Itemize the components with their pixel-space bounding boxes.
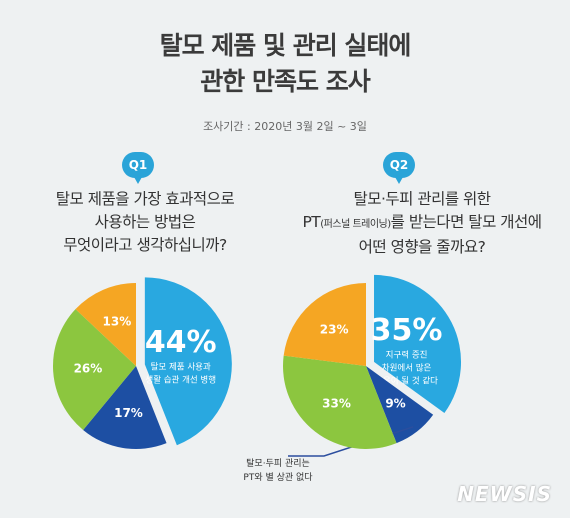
q2-line-2-small: (퍼스널 트레이닝)	[320, 219, 391, 230]
title-line-2: 관한 만족도 조사	[200, 67, 370, 96]
q2-line-1: 탈모·두피 관리를 위한	[353, 190, 491, 208]
pie2-desc-1-3: 도움이 될 것 같다	[375, 375, 438, 386]
q2-line-2-pre: PT	[302, 213, 321, 231]
title-line-1: 탈모 제품 및 관리 실태에	[159, 31, 412, 60]
pie1-slice-3	[52, 309, 136, 430]
pie1-desc-1-1: 탈모 제품 사용과	[151, 362, 211, 372]
q2-line-3: 어떤 영향을 줄까요?	[358, 238, 486, 256]
q2-question: 탈모·두피 관리를 위한 PT(퍼스널 트레이닝)를 받는다면 탈모 개선에 어…	[282, 188, 562, 259]
pie1-label-4: 13%	[103, 314, 132, 328]
pie1-label-2: 17%	[114, 406, 143, 420]
pie2-desc-1-2: 차원에서 많은	[382, 363, 432, 373]
pie2-label-2: 9%	[385, 397, 405, 411]
pie2-desc-1-1: 지구력 증진	[386, 349, 428, 360]
pie1-slice-2	[83, 366, 167, 449]
pie2-label-4: 23%	[320, 322, 349, 336]
pie2-callout-2: PT와 별 상관 없다	[243, 471, 313, 483]
pie2-label-3: 33%	[322, 397, 351, 411]
survey-period: 조사기간 : 2020년 3월 2일 ~ 3일	[203, 120, 367, 133]
q2-line-2: PT(퍼스널 트레이닝)를 받는다면 탈모 개선에	[282, 211, 562, 236]
q1-line-2: 사용하는 방법은	[94, 213, 196, 231]
pie1-label-1: 44%	[145, 325, 217, 360]
q2-badge: Q2	[383, 152, 415, 184]
pie1-slice-4	[75, 283, 136, 366]
q1-line-3: 무엇이라고 생각하십니까?	[63, 236, 227, 254]
pie1-slice-1	[144, 277, 232, 446]
pie2-slice-4	[283, 283, 366, 366]
pie2-slice-2	[366, 366, 434, 444]
q1-question: 탈모 제품을 가장 효과적으로 사용하는 방법은 무엇이라고 생각하십니까?	[20, 188, 270, 257]
pie2-callout-1: 탈모·두피 관리는	[246, 458, 310, 469]
q1-line-1: 탈모 제품을 가장 효과적으로	[55, 190, 235, 208]
pie2-slice-3	[282, 355, 397, 449]
pie2-slice-1	[374, 274, 462, 414]
pie1-label-3: 26%	[74, 362, 103, 376]
q2-line-2-post: 를 받는다면 탈모 개선에	[390, 213, 542, 231]
pie1-desc-1-2: 생활 습관 개선 병행	[145, 374, 216, 385]
newsis-watermark: NEWSIS	[457, 482, 552, 506]
q1-badge: Q1	[122, 152, 154, 184]
pie2-label-1: 35%	[371, 313, 443, 348]
